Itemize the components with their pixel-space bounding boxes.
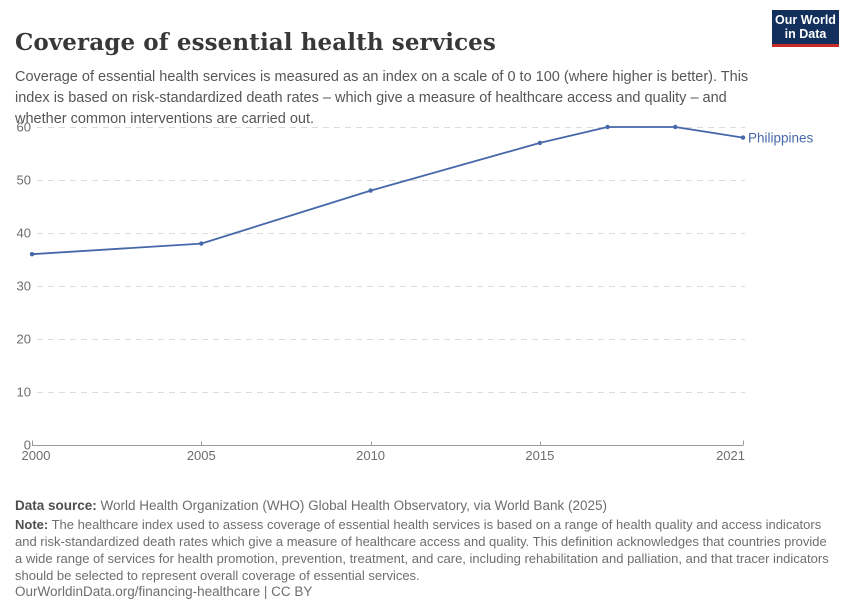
data-point-2017 [605, 124, 610, 130]
y-tick-label-0: 0 [24, 438, 31, 453]
series-label: Philippines [748, 130, 814, 145]
data-line-philippines [31, 126, 744, 256]
data-source-line: Data source: World Health Organization (… [15, 497, 837, 515]
y-tick-label-30: 30 [17, 279, 31, 294]
y-tick-label-40: 40 [17, 226, 31, 241]
data-point-2005 [199, 241, 204, 246]
x-axis [32, 440, 744, 446]
data-source-text: World Health Organization (WHO) Global H… [96, 497, 607, 513]
data-point-2000 [29, 252, 35, 257]
data-points-philippines [29, 124, 746, 257]
data-point-2021 [740, 135, 746, 140]
owid-logo-line2: in Data [784, 27, 827, 41]
data-source-label: Data source: [15, 497, 97, 513]
x-axis-labels: 2000 2005 2010 2015 2021 [22, 448, 745, 463]
note-label: Note: [15, 517, 49, 532]
y-tick-label-20: 20 [17, 332, 31, 347]
x-tick-label-2010: 2010 [356, 448, 385, 463]
citation-url-line: OurWorldinData.org/financing-healthcare … [15, 583, 313, 599]
owid-logo-line1: Our World [775, 13, 836, 27]
x-tick-label-2015: 2015 [525, 448, 554, 463]
owid-logo: Our World in Data [772, 10, 839, 47]
owid-logo-text: Our World in Data [775, 13, 836, 41]
page-title: Coverage of essential health services [15, 29, 496, 57]
x-tick-label-2000: 2000 [22, 448, 51, 463]
data-point-2019 [673, 124, 678, 130]
x-tick-label-2021: 2021 [716, 448, 745, 463]
y-gridlines [37, 127, 745, 393]
y-axis-labels: 0 10 20 30 40 50 60 [17, 120, 31, 453]
data-point-2015 [537, 140, 543, 146]
note-line: Note: The healthcare index used to asses… [15, 516, 837, 584]
chart-subtitle: Coverage of essential health services is… [15, 68, 749, 127]
note-text: The healthcare index used to assess cove… [15, 517, 829, 583]
y-tick-label-60: 60 [17, 120, 31, 135]
y-tick-label-10: 10 [17, 385, 31, 400]
y-tick-label-50: 50 [17, 173, 31, 188]
x-tick-label-2005: 2005 [187, 448, 216, 463]
line-chart: 0 10 20 30 40 50 60 2000 2005 2010 2015 2021 Philipp… [17, 120, 814, 464]
data-point-2010 [368, 188, 373, 193]
